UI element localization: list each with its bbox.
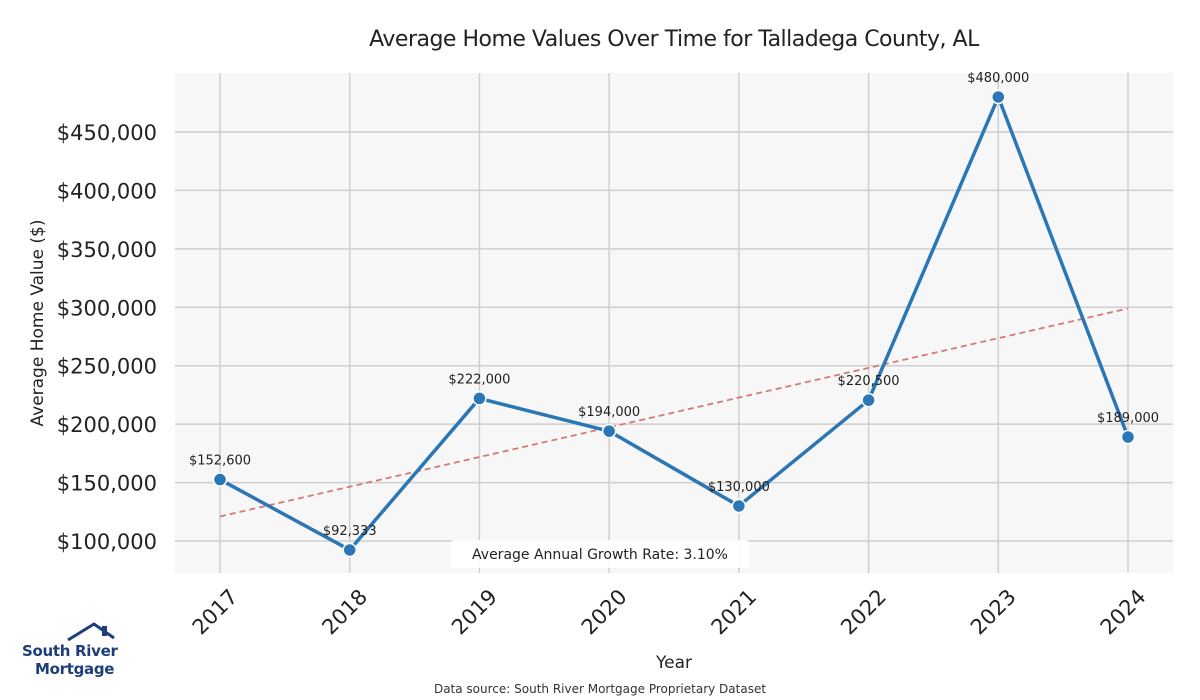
data-label: $189,000 bbox=[1097, 411, 1159, 426]
y-axis-label: Average Home Value ($) bbox=[28, 220, 48, 427]
grid-lines bbox=[175, 73, 1173, 573]
company-logo: South River Mortgage bbox=[22, 620, 122, 682]
growth-rate-text: Average Annual Growth Rate: 3.10% bbox=[472, 547, 728, 563]
data-label: $194,000 bbox=[578, 405, 640, 420]
plot-background bbox=[175, 73, 1173, 573]
data-label: $92,333 bbox=[323, 524, 377, 539]
x-tick-label: 2024 bbox=[1096, 585, 1151, 640]
x-tick-label: 2022 bbox=[836, 585, 891, 640]
data-point bbox=[342, 542, 357, 558]
house-roof-icon bbox=[67, 622, 115, 642]
logo-line1: South River bbox=[22, 642, 118, 660]
series-line bbox=[219, 95, 1130, 552]
y-tick-label: $350,000 bbox=[57, 238, 157, 262]
data-label: $480,000 bbox=[967, 71, 1029, 86]
data-points bbox=[212, 89, 1136, 558]
y-tick-label: $200,000 bbox=[57, 413, 157, 437]
chart-title: Average Home Values Over Time for Tallad… bbox=[369, 27, 980, 52]
growth-rate-annotation: Average Annual Growth Rate: 3.10% bbox=[451, 540, 749, 568]
x-tick-label: 2021 bbox=[707, 585, 762, 640]
logo-line2: Mortgage bbox=[35, 660, 115, 678]
x-tick-label: 2018 bbox=[317, 585, 372, 640]
data-label: $222,000 bbox=[448, 372, 510, 387]
data-point bbox=[601, 423, 617, 439]
data-point bbox=[472, 391, 487, 406]
y-tick-label: $300,000 bbox=[57, 296, 157, 320]
data-point bbox=[861, 392, 876, 408]
data-source-footer: Data source: South River Mortgage Propri… bbox=[433, 682, 767, 696]
data-label: $130,000 bbox=[708, 480, 770, 495]
data-point bbox=[991, 89, 1006, 105]
x-tick-label: 2017 bbox=[188, 585, 243, 640]
y-tick-label: $400,000 bbox=[57, 179, 157, 203]
data-point bbox=[1120, 429, 1136, 445]
data-point bbox=[212, 472, 228, 487]
trend-line bbox=[219, 307, 1129, 518]
data-label: $152,600 bbox=[189, 454, 251, 469]
x-tick-label: 2019 bbox=[447, 585, 502, 640]
data-labels: $152,600 $92,333 $222,000 $194,000 $130,000 $… bbox=[189, 71, 1159, 539]
y-tick-label: $450,000 bbox=[57, 121, 157, 145]
y-tick-label: $100,000 bbox=[57, 530, 157, 554]
data-point bbox=[731, 498, 747, 514]
y-tick-label: $150,000 bbox=[57, 472, 157, 496]
data-label: $220,500 bbox=[838, 374, 900, 389]
y-tick-label: $250,000 bbox=[57, 355, 157, 379]
x-tick-label: 2023 bbox=[966, 585, 1021, 640]
x-tick-label: 2020 bbox=[577, 585, 632, 640]
x-axis-label: Year bbox=[655, 653, 692, 673]
